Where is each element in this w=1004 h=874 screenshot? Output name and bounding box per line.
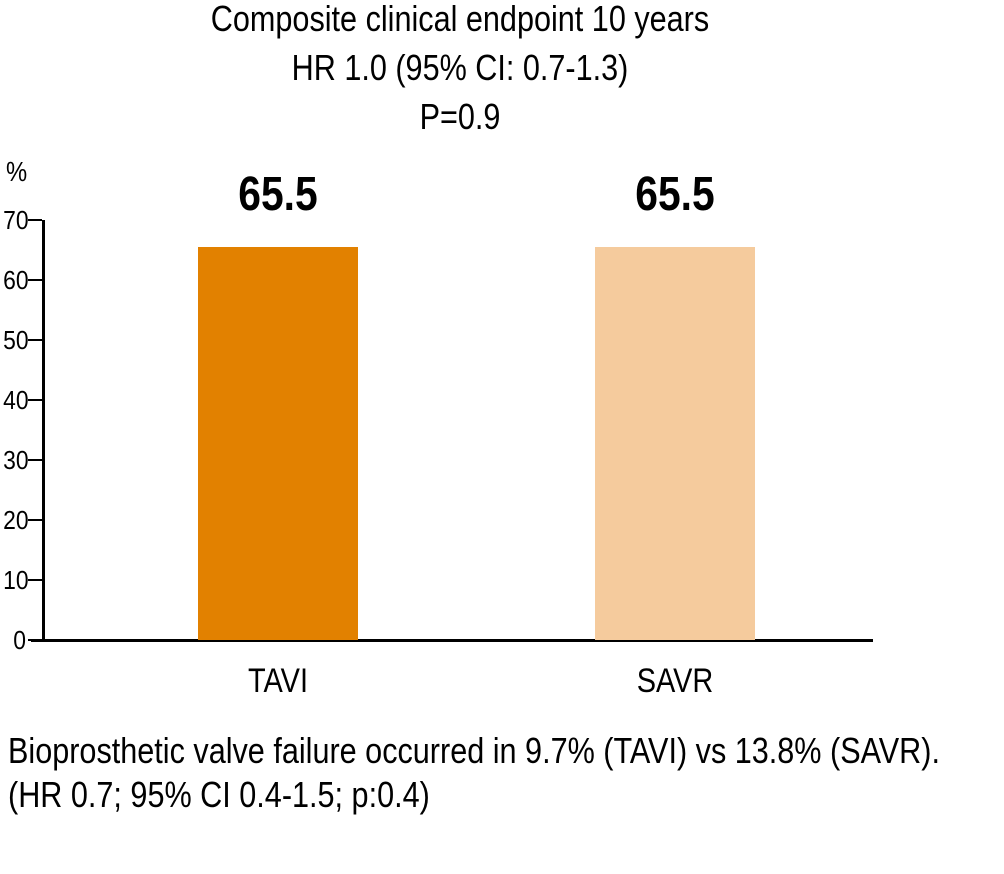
- y-axis-unit-label: %: [6, 156, 46, 188]
- chart-subtitle-pvalue: P=0.9: [419, 96, 501, 137]
- bar-value-label-tavi: 65.5: [238, 168, 318, 221]
- y-axis-tick-label: 20: [3, 505, 29, 535]
- bar-tavi: [198, 247, 358, 640]
- x-axis-label-tavi: TAVI: [248, 662, 308, 700]
- bar-savr: [595, 247, 755, 640]
- y-axis-tick: [28, 399, 42, 401]
- x-axis-label-savr: SAVR: [636, 662, 714, 700]
- y-axis-unit-text: %: [6, 156, 28, 187]
- y-axis-tick-label: 50: [3, 325, 29, 355]
- y-axis-tick-label: 60: [3, 265, 29, 295]
- y-axis-tick-label: 10: [3, 565, 29, 595]
- x-axis-line: [31, 639, 873, 642]
- footnote-line1: Bioprosthetic valve failure occurred in …: [8, 730, 940, 771]
- footnote-line2: (HR 0.7; 95% CI 0.4-1.5; p:0.4): [8, 774, 430, 815]
- chart-subtitle-hr: HR 1.0 (95% CI: 0.7-1.3): [291, 47, 629, 88]
- chart-title: Composite clinical endpoint 10 years: [210, 0, 710, 39]
- y-axis-tick-label: 0: [13, 625, 26, 655]
- y-axis-tick-label: 30: [3, 445, 29, 475]
- y-axis-tick: [28, 639, 42, 641]
- y-axis-tick: [28, 579, 42, 581]
- y-axis-tick-label: 40: [3, 385, 29, 415]
- y-axis-tick: [28, 339, 42, 341]
- y-axis-tick: [28, 219, 42, 221]
- bar-value-label-savr: 65.5: [635, 168, 715, 221]
- y-axis-tick: [28, 519, 42, 521]
- footnote-block: Bioprosthetic valve failure occurred in …: [8, 729, 1004, 817]
- y-axis-tick: [28, 279, 42, 281]
- chart-title-block: Composite clinical endpoint 10 years HR …: [0, 0, 920, 141]
- y-axis-tick: [28, 459, 42, 461]
- y-axis-tick-label: 70: [3, 205, 29, 235]
- y-axis-line: [42, 220, 45, 642]
